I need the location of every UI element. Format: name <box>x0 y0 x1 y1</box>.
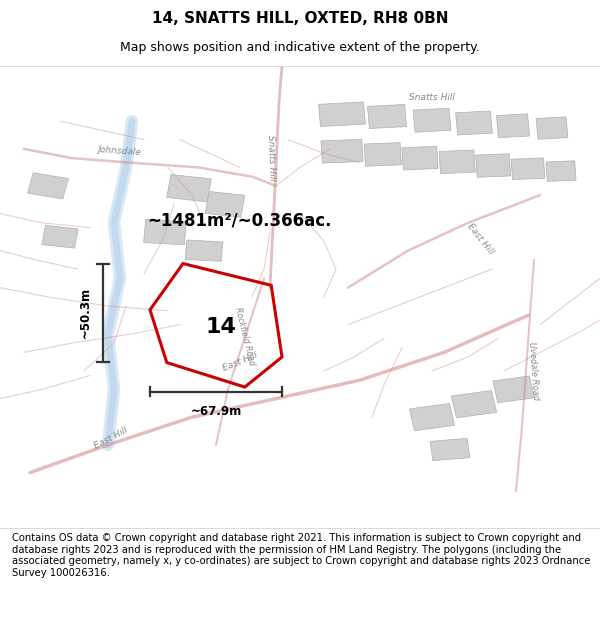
Text: ~67.9m: ~67.9m <box>190 404 242 418</box>
Text: East Hill: East Hill <box>465 222 495 256</box>
Polygon shape <box>409 404 455 431</box>
Text: East Hill: East Hill <box>93 426 129 451</box>
Polygon shape <box>367 104 407 129</box>
Text: East Hill: East Hill <box>221 351 259 372</box>
Polygon shape <box>439 150 475 174</box>
Polygon shape <box>205 191 245 218</box>
Text: Map shows position and indicative extent of the property.: Map shows position and indicative extent… <box>120 41 480 54</box>
Polygon shape <box>476 154 511 178</box>
Polygon shape <box>28 173 68 199</box>
Text: 14: 14 <box>205 317 236 337</box>
Polygon shape <box>493 376 535 402</box>
Polygon shape <box>402 146 438 170</box>
Text: Rockfield Road: Rockfield Road <box>233 306 256 366</box>
Text: Snatts Hill: Snatts Hill <box>266 135 277 181</box>
Text: ~1481m²/~0.366ac.: ~1481m²/~0.366ac. <box>147 211 331 229</box>
Text: Snatts Hill: Snatts Hill <box>409 94 455 102</box>
Polygon shape <box>185 240 223 261</box>
Polygon shape <box>430 438 470 461</box>
Polygon shape <box>321 139 363 163</box>
Polygon shape <box>455 111 493 135</box>
Polygon shape <box>546 161 576 181</box>
Text: Johnsdale: Johnsdale <box>98 145 142 158</box>
Polygon shape <box>319 102 365 126</box>
Polygon shape <box>143 219 187 245</box>
Text: Uvedale Road: Uvedale Road <box>527 341 541 400</box>
Polygon shape <box>536 117 568 139</box>
Polygon shape <box>496 114 530 138</box>
Polygon shape <box>511 158 545 179</box>
Polygon shape <box>413 108 451 132</box>
Text: ~50.3m: ~50.3m <box>79 287 92 338</box>
Polygon shape <box>42 226 78 248</box>
Text: Contains OS data © Crown copyright and database right 2021. This information is : Contains OS data © Crown copyright and d… <box>12 533 590 578</box>
Polygon shape <box>451 391 497 418</box>
Polygon shape <box>167 174 211 202</box>
Text: 14, SNATTS HILL, OXTED, RH8 0BN: 14, SNATTS HILL, OXTED, RH8 0BN <box>152 11 448 26</box>
Polygon shape <box>364 142 401 166</box>
